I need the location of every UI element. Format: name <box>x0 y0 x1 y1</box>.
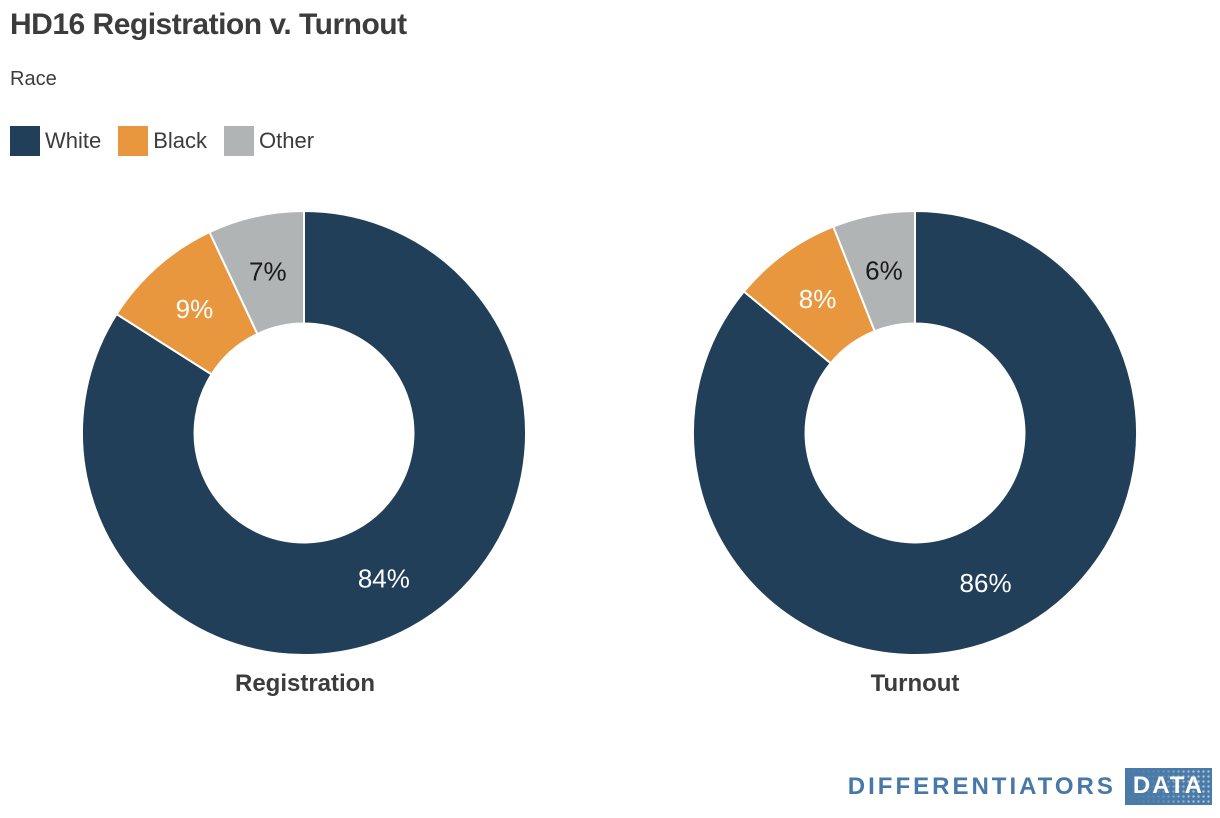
category-label-registration: Registration <box>234 670 375 697</box>
brand-data-badge: DATA <box>1124 768 1212 805</box>
legend-item-other[interactable]: Other <box>224 126 314 156</box>
legend-swatch-white-icon <box>10 126 40 156</box>
donut-chart-turnout: 86%8%6% <box>692 210 1138 656</box>
legend-item-white[interactable]: White <box>10 126 101 156</box>
legend-swatch-black-icon <box>118 126 149 156</box>
donut-slice-other[interactable] <box>208 210 305 335</box>
legend-swatch-other-icon <box>224 126 255 156</box>
category-label-turnout: Turnout <box>870 670 960 697</box>
donut-chart-registration: 84%9%7% <box>81 210 527 656</box>
page-title: HD16 Registration v. Turnout <box>10 8 407 41</box>
legend-item-label: Black <box>153 128 208 153</box>
donut-slice-white[interactable] <box>81 210 527 656</box>
legend-item-label: Other <box>259 128 315 153</box>
donut-slice-white[interactable] <box>692 210 1138 656</box>
legend-item-black[interactable]: Black <box>118 126 207 156</box>
differentiators-data-logo: DIFFERENTIATORS DATA <box>848 768 1212 805</box>
chart-subtitle: Race <box>10 68 57 90</box>
donut-slice-other[interactable] <box>832 210 916 333</box>
legend-item-label: White <box>45 128 102 153</box>
legend: White Black Other <box>10 126 331 156</box>
brand-wordmark: DIFFERENTIATORS <box>847 772 1116 800</box>
